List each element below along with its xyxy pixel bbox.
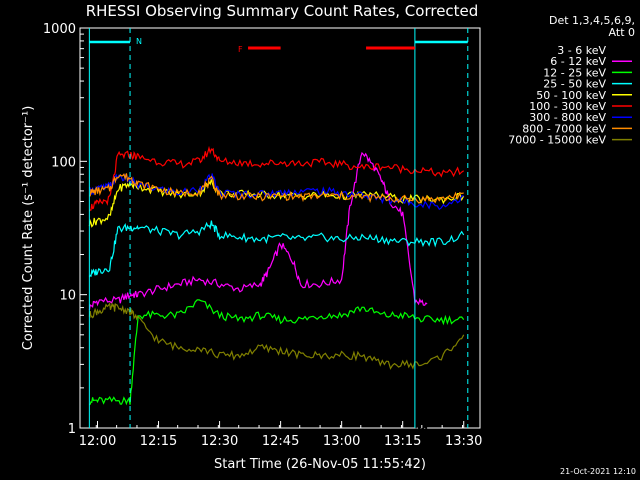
series-line-12-25-kev: [89, 299, 465, 406]
series-line-7000-15000-kev: [88, 302, 465, 370]
series-line-300-800-kev: [88, 173, 464, 211]
x-tick-label: 13:30: [445, 434, 482, 449]
legend-label: 3 - 6 keV: [557, 44, 606, 57]
series-line-3-6-kev: [88, 199, 428, 429]
x-axis-label: Start Time (26-Nov-05 11:55:42): [214, 457, 426, 472]
date-stamp: 21-Oct-2021 12:10: [560, 467, 636, 476]
series-line-50-100-kev: [88, 178, 465, 228]
series-line-6-12-kev: [88, 151, 428, 311]
legend-label: 7000 - 15000 keV: [508, 134, 606, 147]
axes: 1 10 100 1000 12:00 12:15 12:30 12:45 13:00 13:15…: [43, 22, 483, 449]
legend-label: 12 - 25 keV: [543, 66, 606, 79]
chart-title: RHESSI Observing Summary Count Rates, Co…: [86, 2, 479, 20]
legend-label: 50 - 100 keV: [536, 89, 606, 102]
plot-area: NF: [88, 28, 469, 429]
legend-title-line-2: Att 0: [609, 26, 635, 39]
y-axis-label: Corrected Count Rate (s⁻¹ detector⁻¹): [21, 106, 36, 351]
series-line-800-7000-kev: [89, 173, 464, 204]
x-tick-label: 12:30: [201, 434, 238, 449]
y-tick-label: 100: [51, 155, 76, 170]
legend-label: 6 - 12 keV: [550, 55, 606, 68]
y-tick-label: 1000: [43, 22, 76, 37]
series-line-25-50-kev: [88, 220, 465, 278]
plot-frame: [79, 27, 481, 429]
series-line-100-300-kev: [88, 145, 465, 212]
legend-label: 25 - 50 keV: [543, 78, 606, 91]
legend-label: 800 - 7000 keV: [522, 122, 606, 135]
x-tick-label: 13:00: [323, 434, 360, 449]
y-tick-label: 1: [68, 422, 76, 437]
legend-label: 300 - 800 keV: [529, 111, 606, 124]
flare-label: F: [238, 45, 243, 54]
night-label: N: [136, 37, 142, 46]
x-tick-label: 12:45: [262, 434, 299, 449]
legend-title: Det 1,3,4,5,6,9, Att 0: [549, 14, 635, 39]
legend-label: 100 - 300 keV: [529, 100, 606, 113]
x-tick-label: 12:15: [140, 434, 177, 449]
x-tick-label: 13:15: [384, 434, 421, 449]
x-tick-label: 12:00: [79, 434, 116, 449]
legend-title-line-1: Det 1,3,4,5,6,9,: [549, 14, 635, 27]
y-tick-label: 10: [59, 289, 76, 304]
